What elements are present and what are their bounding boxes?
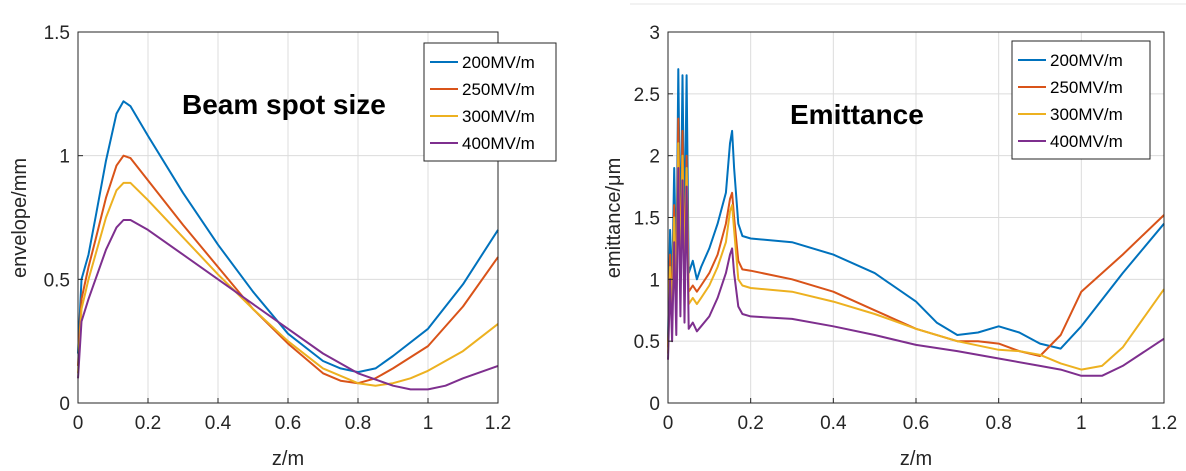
x-tick-label: 0.4: [820, 413, 847, 434]
legend-entry: 300MV/m: [1050, 105, 1123, 124]
legend-entry: 250MV/m: [462, 80, 535, 99]
legend: 200MV/m 250MV/m 300MV/m 400MV/m: [1011, 40, 1151, 160]
legend-entry: 200MV/m: [1050, 51, 1123, 70]
x-axis-label: z/m: [272, 448, 304, 470]
series-line-250mvm: [77, 154, 499, 385]
y-tick-label: 0: [59, 394, 70, 415]
x-tick-label: 0.8: [345, 413, 371, 434]
x-tick-label: 1: [423, 413, 434, 434]
y-tick-label: 0.5: [44, 270, 70, 291]
x-tick-label: 0.2: [135, 413, 161, 434]
x-tick-label: 0.4: [205, 413, 232, 434]
legend-entry: 200MV/m: [462, 53, 535, 72]
y-axis-label: emittance/μm: [603, 158, 625, 278]
x-axis-label: z/m: [900, 448, 932, 470]
legend: 200MV/m 250MV/m 300MV/m 400MV/m: [423, 42, 557, 162]
x-tick-label: 0.8: [985, 413, 1011, 434]
chart-beam-spot-size: 0 0.2 0.4 0.6 0.8 1 1.2 0 0.5 1 1.5 z/m envelope/m…: [9, 23, 557, 470]
y-tick-label: 1.5: [634, 209, 660, 230]
plot-lines: [77, 100, 499, 391]
series-line-400mvm: [667, 167, 1165, 377]
x-tick-label: 0: [73, 413, 84, 434]
x-tick-label: 1: [1076, 413, 1087, 434]
y-axis-label: envelope/mm: [9, 158, 31, 278]
x-tick-label: 1.2: [485, 413, 511, 434]
legend-entry: 250MV/m: [1050, 78, 1123, 97]
y-tick-label: 0: [649, 394, 660, 415]
y-tick-label: 3: [649, 23, 660, 44]
legend-entry: 400MV/m: [462, 134, 535, 153]
series-line-200mvm: [77, 100, 499, 374]
y-tick-label: 2.5: [634, 85, 660, 106]
tick-labels: 0 0.2 0.4 0.6 0.8 1 1.2 0 0.5 1 1.5: [44, 23, 512, 434]
legend-box: [423, 42, 557, 162]
y-tick-label: 2: [649, 147, 660, 168]
x-tick-label: 0.6: [275, 413, 301, 434]
annotation-beam-spot-size: Beam spot size: [182, 89, 386, 120]
legend-entry: 400MV/m: [1050, 132, 1123, 151]
series-line-400mvm: [77, 219, 499, 391]
x-tick-label: 1.2: [1151, 413, 1177, 434]
annotation-emittance: Emittance: [790, 99, 924, 130]
tick-labels: 0 0.2 0.4 0.6 0.8 1 1.2 0 0.5 1 1.5 2 2.5 3: [634, 23, 1178, 434]
y-tick-label: 1.5: [44, 23, 70, 44]
legend-entry: 300MV/m: [462, 107, 535, 126]
x-tick-label: 0: [663, 413, 674, 434]
y-tick-label: 0.5: [634, 332, 660, 353]
plot-lines: [667, 68, 1165, 377]
chart-emittance: 0 0.2 0.4 0.6 0.8 1 1.2 0 0.5 1 1.5 2 2.5 3 z/m emitt…: [603, 23, 1177, 470]
y-tick-label: 1: [59, 147, 70, 168]
y-tick-label: 1: [649, 270, 660, 291]
series-line-300mvm: [77, 181, 499, 387]
x-tick-label: 0.2: [737, 413, 763, 434]
x-tick-label: 0.6: [903, 413, 929, 434]
